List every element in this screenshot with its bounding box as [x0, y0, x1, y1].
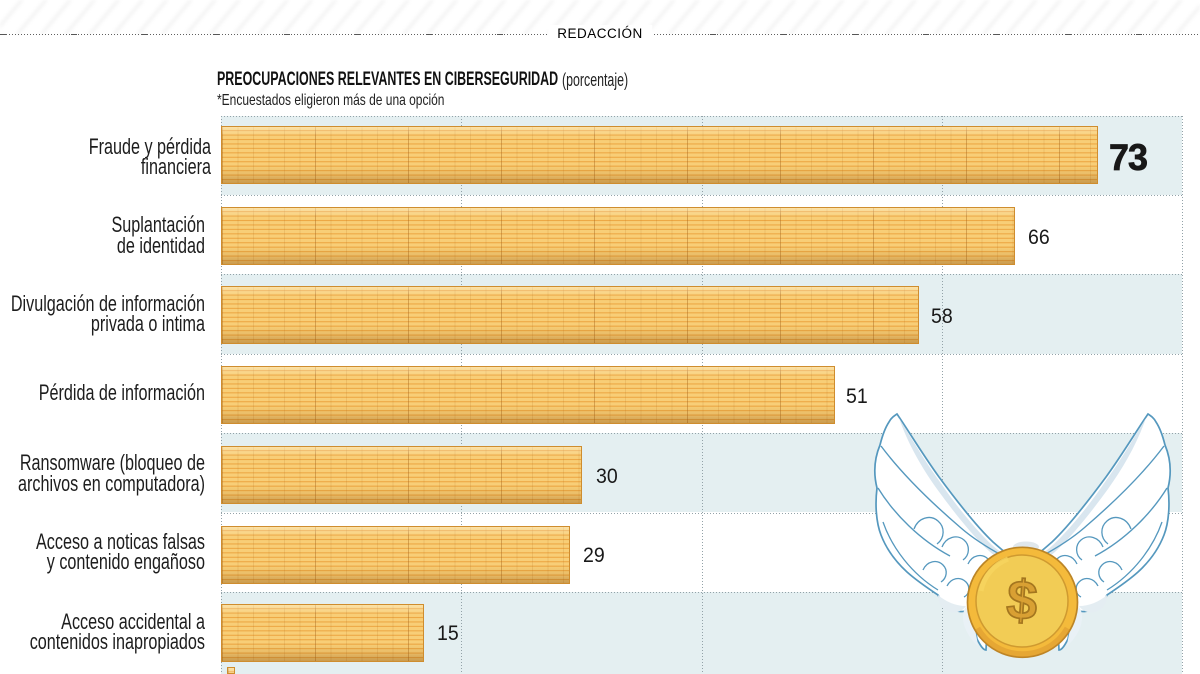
svg-text:$: $ [1005, 568, 1040, 632]
